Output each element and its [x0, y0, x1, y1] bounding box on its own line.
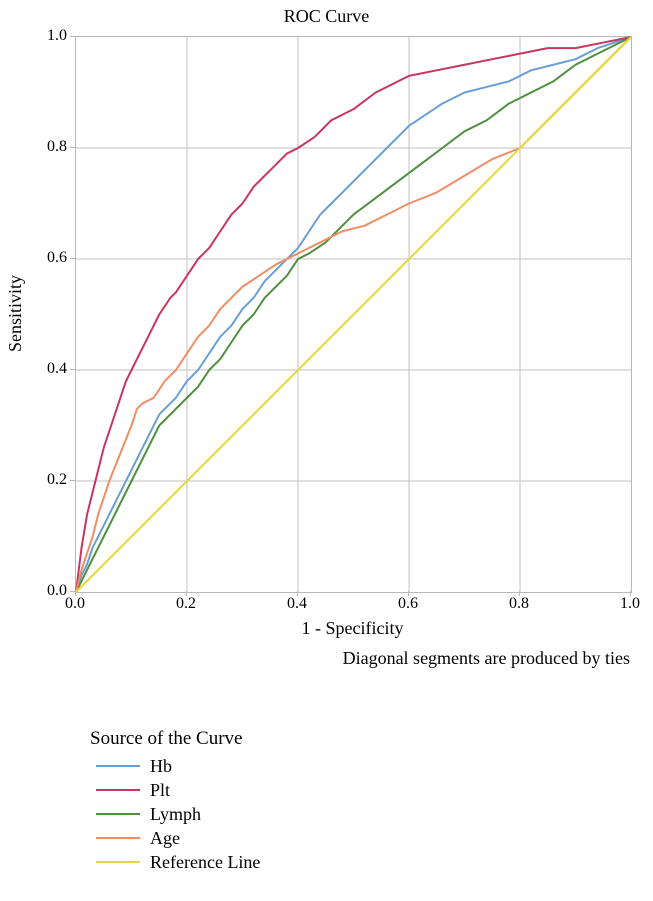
y-axis-label: Sensitivity [4, 36, 26, 591]
plot-area [75, 36, 632, 593]
y-tick-label: 0.0 [27, 582, 67, 600]
legend-label: Lymph [150, 804, 201, 825]
roc-figure: { "chart": { "type": "line", "title": "R… [0, 0, 653, 901]
y-tick-label: 1.0 [27, 27, 67, 45]
legend: Source of the Curve Hb Plt Lymph Age Referen… [90, 728, 260, 874]
legend-label: Hb [150, 756, 172, 777]
roc-svg [76, 37, 631, 592]
x-tick-label: 0.8 [509, 595, 529, 613]
x-tick-label: 1.0 [620, 595, 640, 613]
legend-label: Reference Line [150, 852, 260, 873]
legend-swatch [96, 813, 140, 815]
legend-swatch [96, 861, 140, 863]
legend-swatch [96, 765, 140, 767]
x-tick-label: 0.0 [65, 595, 85, 613]
legend-title: Source of the Curve [90, 728, 260, 750]
legend-label: Age [150, 828, 180, 849]
legend-swatch [96, 837, 140, 839]
y-axis-label-text: Sensitivity [5, 275, 26, 352]
chart-title: ROC Curve [0, 6, 653, 27]
x-axis-label: 1 - Specificity [75, 618, 630, 639]
legend-item: Lymph [90, 802, 260, 826]
legend-item: Age [90, 826, 260, 850]
footnote: Diagonal segments are produced by ties [75, 648, 630, 669]
legend-item: Plt [90, 778, 260, 802]
y-tick-label: 0.8 [27, 138, 67, 156]
y-tick-label: 0.2 [27, 471, 67, 489]
legend-item: Hb [90, 754, 260, 778]
legend-label: Plt [150, 780, 170, 801]
legend-items: Hb Plt Lymph Age Reference Line [90, 754, 260, 874]
y-tick-label: 0.6 [27, 249, 67, 267]
x-tick-label: 0.6 [398, 595, 418, 613]
x-tick-label: 0.2 [176, 595, 196, 613]
x-tick-label: 0.4 [287, 595, 307, 613]
legend-item: Reference Line [90, 850, 260, 874]
y-tick-label: 0.4 [27, 360, 67, 378]
legend-swatch [96, 789, 140, 791]
